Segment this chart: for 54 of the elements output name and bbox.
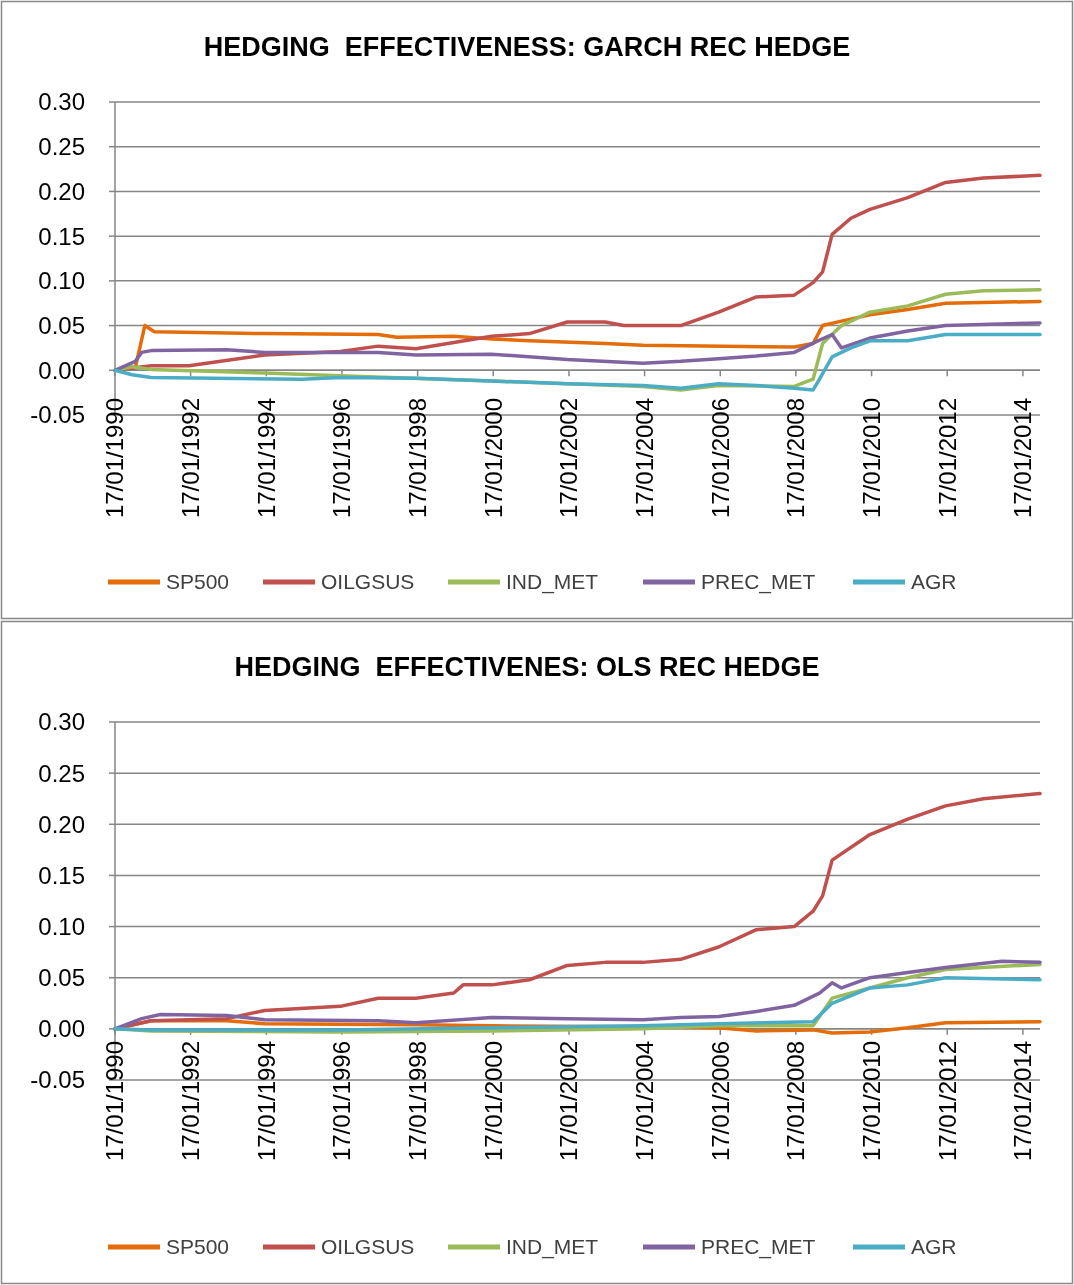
x-tick-label: 17/01/1990 [101,397,129,519]
y-tick-label: 0.20 [38,810,85,838]
legend-label: PREC_MET [701,570,816,595]
y-tick-label: -0.05 [30,401,85,429]
y-tick-label: 0.00 [38,1015,85,1043]
y-tick-label: 0.30 [38,708,85,736]
y-tick-label: 0.20 [38,177,85,205]
x-tick-label: 17/01/2000 [479,1040,507,1162]
x-tick-label: 17/01/2006 [706,1040,734,1162]
legend-label: SP500 [166,570,230,594]
x-tick-label: 17/01/2012 [933,1040,961,1162]
y-tick-label: 0.00 [38,356,85,384]
x-tick-label: 17/01/1990 [101,1040,129,1162]
y-tick-label: 0.30 [38,88,85,116]
chart-title: HEDGING EFFECTIVENESS: GARCH REC HEDGE [203,32,851,62]
legend-label: AGR [911,1235,957,1259]
x-tick-label: 17/01/2002 [555,1040,583,1162]
x-tick-label: 17/01/2002 [555,397,583,519]
legend-label: OILGSUS [321,570,415,594]
x-tick-label: 17/01/2006 [706,397,734,519]
x-tick-label: 17/01/2012 [933,397,961,519]
y-tick-label: 0.15 [38,861,85,889]
x-tick-label: 17/01/2014 [1009,397,1037,519]
y-tick-label: 0.25 [38,133,85,161]
x-tick-label: 17/01/1996 [328,1040,356,1162]
y-tick-label: 0.10 [38,912,85,940]
legend-label: AGR [911,570,957,594]
y-tick-label: 0.05 [38,964,85,992]
legend-label: PREC_MET [701,1235,816,1260]
x-tick-label: 17/01/2004 [630,397,658,519]
x-tick-label: 17/01/2004 [630,1040,658,1162]
y-tick-label: 0.05 [38,311,85,339]
y-tick-label: 0.10 [38,267,85,295]
x-tick-label: 17/01/1998 [404,397,432,519]
x-tick-label: 17/01/1998 [404,1040,432,1162]
legend-label: OILGSUS [321,1235,415,1259]
legend-label: IND_MET [506,570,599,595]
x-tick-label: 17/01/2010 [857,1040,885,1162]
x-tick-label: 17/01/1994 [252,1040,280,1162]
legend-label: IND_MET [506,1235,599,1260]
legend-label: SP500 [166,1235,230,1259]
x-tick-label: 17/01/1992 [177,397,205,519]
x-tick-label: 17/01/2008 [782,397,810,519]
x-tick-label: 17/01/2000 [479,397,507,519]
x-tick-label: 17/01/1996 [328,397,356,519]
y-tick-label: 0.15 [38,222,85,250]
y-tick-label: -0.05 [30,1066,85,1094]
y-tick-label: 0.25 [38,759,85,787]
chart-title: HEDGING EFFECTIVENES: OLS REC HEDGE [234,652,820,682]
x-tick-label: 17/01/1994 [252,397,280,519]
x-tick-label: 17/01/2010 [857,397,885,519]
x-tick-label: 17/01/2008 [782,1040,810,1162]
x-tick-label: 17/01/2014 [1009,1040,1037,1162]
x-tick-label: 17/01/1992 [177,1040,205,1162]
